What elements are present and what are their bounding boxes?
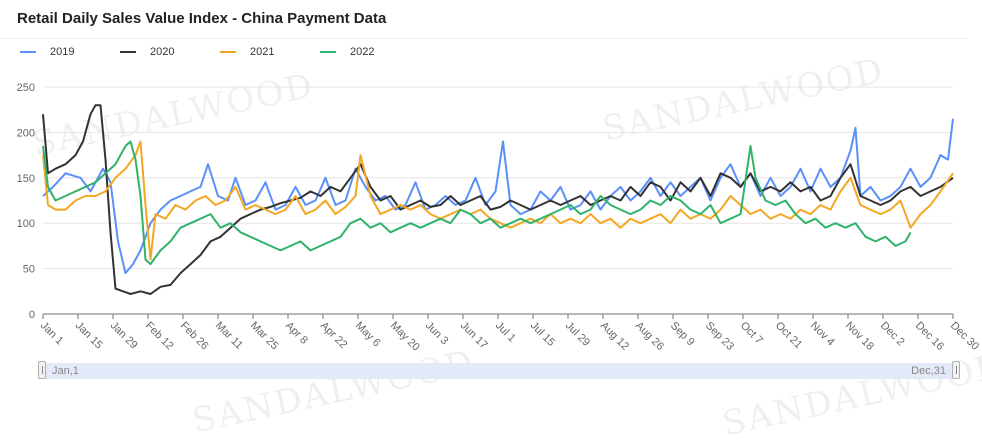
x-tick-label: Mar 25	[248, 320, 281, 353]
y-tick-label: 100	[17, 218, 35, 230]
x-tick-label: Apr 22	[318, 320, 349, 351]
x-tick-label: Jul 1	[493, 320, 518, 345]
legend-label: 2022	[350, 46, 375, 58]
x-tick-label: Jan 15	[73, 320, 105, 352]
series-line-2020	[42, 104, 954, 295]
x-tick-label: Sep 23	[703, 320, 736, 353]
series-line-2021	[42, 140, 954, 261]
x-tick-label: May 6	[353, 320, 383, 350]
x-tick-label: Nov 18	[843, 320, 876, 353]
legend-swatch-2021	[220, 51, 236, 53]
x-tick-label: Jan 29	[108, 320, 140, 352]
y-tick-label: 250	[17, 82, 35, 94]
slider-end-label: Dec,31	[911, 365, 946, 377]
x-tick-label: May 20	[388, 320, 422, 354]
x-tick-label: Jun 17	[458, 320, 490, 352]
slider-start-label: Jan,1	[52, 365, 79, 377]
legend-item-2019[interactable]: 2019	[20, 44, 120, 60]
x-tick-label: Jul 15	[528, 320, 557, 349]
x-tick-label: Nov 4	[808, 320, 837, 349]
y-tick-label: 50	[23, 264, 35, 276]
x-tick-label: Dec 16	[913, 320, 946, 353]
legend-label: 2019	[50, 46, 75, 58]
x-tick-label: Dec 30	[948, 320, 981, 353]
x-tick-label: Oct 21	[773, 320, 804, 351]
legend-label: 2021	[250, 46, 275, 58]
legend-item-2021[interactable]: 2021	[220, 44, 320, 60]
x-tick-label: Dec 2	[878, 320, 907, 349]
legend-label: 2020	[150, 46, 175, 58]
x-tick-label: Sep 9	[668, 320, 697, 349]
x-tick-label: Aug 26	[633, 320, 666, 353]
x-tick-label: Feb 26	[178, 320, 211, 353]
y-tick-label: 200	[17, 127, 35, 139]
y-tick-label: 150	[17, 173, 35, 185]
y-tick-label: 0	[29, 309, 35, 321]
x-tick-label: Apr 8	[283, 320, 310, 347]
x-tick-label: Feb 12	[143, 320, 176, 353]
slider-end-handle[interactable]	[952, 361, 960, 379]
x-tick-label: Jul 29	[563, 320, 592, 349]
series-line-2022	[42, 140, 912, 266]
legend-swatch-2020	[120, 51, 136, 53]
x-tick-label: Aug 12	[598, 320, 631, 353]
legend-item-2022[interactable]: 2022	[320, 44, 420, 60]
chart-legend: 2019 2020 2021 2022	[20, 44, 420, 60]
title-divider	[0, 38, 968, 39]
slider-start-handle[interactable]	[38, 361, 46, 379]
x-tick-label: Oct 7	[738, 320, 765, 347]
legend-swatch-2022	[320, 51, 336, 53]
line-chart: 0 50 100 150 200 250 Jan 1 Jan 15 Jan 29 Feb 12 Fe…	[17, 82, 981, 354]
x-tick-label: Jan 1	[38, 320, 66, 348]
datazoom-slider[interactable]: Jan,1 Dec,31	[38, 361, 960, 379]
legend-item-2020[interactable]: 2020	[120, 44, 220, 60]
x-tick-label: Jun 3	[423, 320, 451, 348]
chart-title: Retail Daily Sales Value Index - China P…	[17, 10, 387, 27]
x-tick-label: Mar 11	[213, 320, 245, 352]
legend-swatch-2019	[20, 51, 36, 53]
series-line-2019	[42, 118, 954, 275]
